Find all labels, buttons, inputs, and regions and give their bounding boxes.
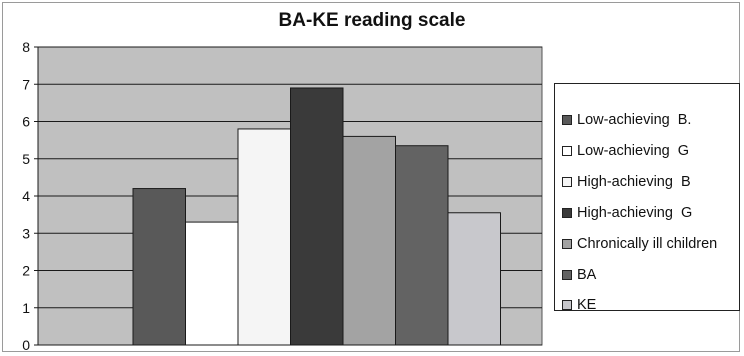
legend-swatch [562,177,572,187]
y-tick-label: 8 [22,39,30,55]
legend-swatch [562,300,572,310]
y-tick-label: 6 [22,114,30,130]
legend-label: BA [577,267,597,283]
legend-item: High-achieving G [562,203,692,223]
legend-label: Chronically ill children [577,236,718,252]
bar-7 [447,212,501,346]
legend-swatch [562,239,572,249]
y-tick-label: 4 [22,188,30,204]
legend-swatch [562,146,572,156]
legend-item: KE [562,295,596,315]
legend-item: BA [562,265,596,285]
legend-item: Chronically ill children [562,234,717,254]
bar-3 [237,128,291,346]
chart-title: BA-KE reading scale [278,10,466,31]
legend-label: High-achieving G [577,205,693,221]
y-tick-label: 3 [22,225,30,241]
y-tick-label: 1 [22,300,30,316]
legend-swatch [562,208,572,218]
bar-5 [342,135,396,346]
bar-4 [290,87,344,346]
y-tick-label: 7 [22,76,30,92]
bar-2 [185,221,239,346]
legend-label: Low-achieving B. [577,112,692,128]
chart-legend: Low-achieving B. Low-achieving G High-achi… [554,83,740,313]
legend-label: KE [577,297,597,313]
legend-label: Low-achieving G [577,143,690,159]
y-tick-label: 0 [22,337,30,353]
bar-6 [395,145,449,346]
legend-swatch [562,115,572,125]
y-tick-label: 2 [22,263,30,279]
legend-item: Low-achieving G [562,141,689,161]
legend-swatch [562,270,572,280]
y-tick-label: 5 [22,151,30,167]
legend-item: Low-achieving B. [562,110,691,130]
legend-label: High-achieving B [577,174,691,190]
bar-1 [132,188,186,346]
legend-item: High-achieving B [562,172,691,192]
